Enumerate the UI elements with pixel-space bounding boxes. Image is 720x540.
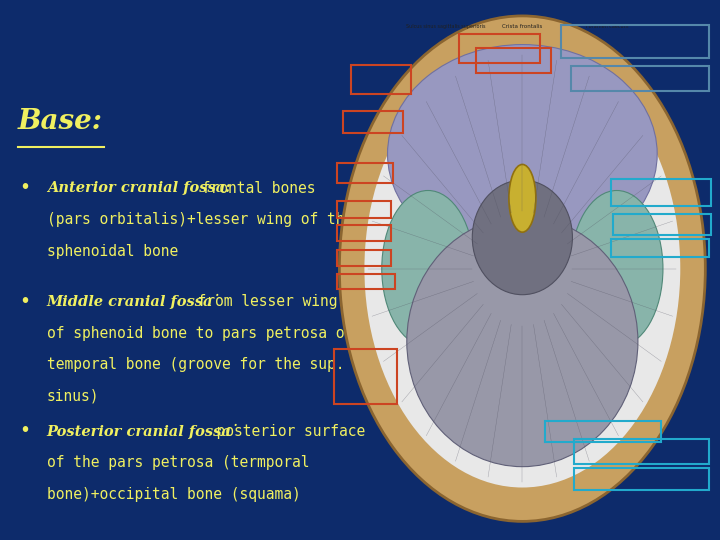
Text: •: • xyxy=(19,178,30,197)
Ellipse shape xyxy=(339,16,706,522)
Text: Foramen caecum: Foramen caecum xyxy=(586,24,629,29)
Ellipse shape xyxy=(509,164,536,232)
Ellipse shape xyxy=(407,217,638,467)
Text: of sphenoid bone to pars petrosa of the: of sphenoid bone to pars petrosa of the xyxy=(47,326,388,341)
Text: sphenoidal bone: sphenoidal bone xyxy=(47,244,178,259)
Text: frontal bones: frontal bones xyxy=(192,181,315,196)
Ellipse shape xyxy=(382,191,474,347)
Ellipse shape xyxy=(387,45,657,264)
Text: Crista frontalis: Crista frontalis xyxy=(503,24,542,29)
Ellipse shape xyxy=(472,180,572,295)
Text: •: • xyxy=(19,421,30,440)
Text: (pars orbitalis)+lesser wing of the: (pars orbitalis)+lesser wing of the xyxy=(47,212,353,227)
Text: •: • xyxy=(19,292,30,310)
Ellipse shape xyxy=(570,191,663,347)
Ellipse shape xyxy=(364,50,680,488)
Text: Middle cranial fossa˙: Middle cranial fossa˙ xyxy=(47,294,220,309)
Text: bone)+occipital bone (squama): bone)+occipital bone (squama) xyxy=(47,487,300,502)
Text: Anterior cranial fossa:: Anterior cranial fossa: xyxy=(47,181,230,195)
Text: posterior surface: posterior surface xyxy=(199,424,365,439)
Text: of the pars petrosa (termporal: of the pars petrosa (termporal xyxy=(47,455,310,470)
Text: Sulcus sinus sagittalis superioris: Sulcus sinus sagittalis superioris xyxy=(405,24,485,29)
Text: Posterior cranial fossa˙: Posterior cranial fossa˙ xyxy=(47,424,239,439)
Text: Base:: Base: xyxy=(18,108,103,135)
Text: temporal bone (groove for the sup. petrosal: temporal bone (groove for the sup. petro… xyxy=(47,357,423,372)
Text: sinus): sinus) xyxy=(47,388,99,403)
Text: from lesser wing: from lesser wing xyxy=(180,294,338,309)
